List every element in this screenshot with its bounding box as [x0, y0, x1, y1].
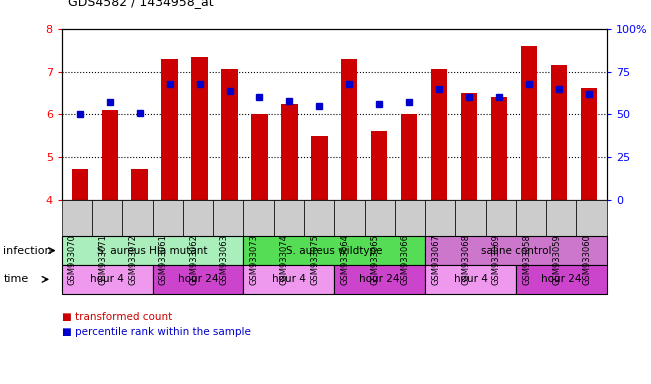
Text: GSM933063: GSM933063	[219, 234, 229, 285]
Text: GSM933061: GSM933061	[159, 234, 168, 285]
Text: S. aureus Hla mutant: S. aureus Hla mutant	[98, 245, 208, 256]
Text: GSM933064: GSM933064	[340, 234, 350, 285]
Bar	[371, 131, 387, 200]
Bar	[281, 104, 298, 200]
Bar	[491, 98, 507, 200]
Text: hour 24: hour 24	[541, 274, 581, 285]
Bar	[251, 114, 268, 200]
Text: GSM933060: GSM933060	[583, 234, 592, 285]
Bar	[581, 88, 597, 200]
Text: GSM933070: GSM933070	[68, 234, 77, 285]
Text: ■ transformed count: ■ transformed count	[62, 312, 172, 322]
Bar	[401, 114, 417, 200]
Bar	[521, 46, 537, 200]
Text: GSM933069: GSM933069	[492, 234, 501, 285]
Text: hour 24: hour 24	[359, 274, 400, 285]
Text: GSM933068: GSM933068	[462, 234, 471, 285]
Text: GSM933073: GSM933073	[249, 234, 258, 285]
Text: hour 4: hour 4	[272, 274, 306, 285]
Text: GSM933062: GSM933062	[189, 234, 198, 285]
Text: GSM933071: GSM933071	[98, 234, 107, 285]
Text: GSM933074: GSM933074	[280, 234, 289, 285]
Bar	[431, 69, 447, 200]
Text: GSM933058: GSM933058	[522, 234, 531, 285]
Bar	[341, 59, 357, 200]
Bar	[132, 169, 148, 200]
Text: GSM933072: GSM933072	[128, 234, 137, 285]
Text: GDS4582 / 1434958_at: GDS4582 / 1434958_at	[68, 0, 214, 8]
Text: saline control: saline control	[480, 245, 551, 256]
Text: infection: infection	[3, 245, 52, 256]
Bar	[102, 110, 118, 200]
Bar	[161, 59, 178, 200]
Bar	[191, 57, 208, 200]
Bar	[311, 136, 327, 200]
Text: ■ percentile rank within the sample: ■ percentile rank within the sample	[62, 327, 251, 337]
Text: GSM933059: GSM933059	[552, 234, 561, 285]
Text: GSM933075: GSM933075	[310, 234, 319, 285]
Bar	[221, 69, 238, 200]
Text: GSM933066: GSM933066	[401, 234, 410, 285]
Text: GSM933067: GSM933067	[431, 234, 440, 285]
Text: time: time	[3, 274, 29, 285]
Text: hour 4: hour 4	[454, 274, 488, 285]
Bar	[461, 93, 477, 200]
Text: S. aureus wildtype: S. aureus wildtype	[286, 245, 383, 256]
Text: hour 24: hour 24	[178, 274, 218, 285]
Bar	[72, 169, 88, 200]
Bar	[551, 65, 567, 200]
Text: GSM933065: GSM933065	[370, 234, 380, 285]
Text: hour 4: hour 4	[90, 274, 124, 285]
